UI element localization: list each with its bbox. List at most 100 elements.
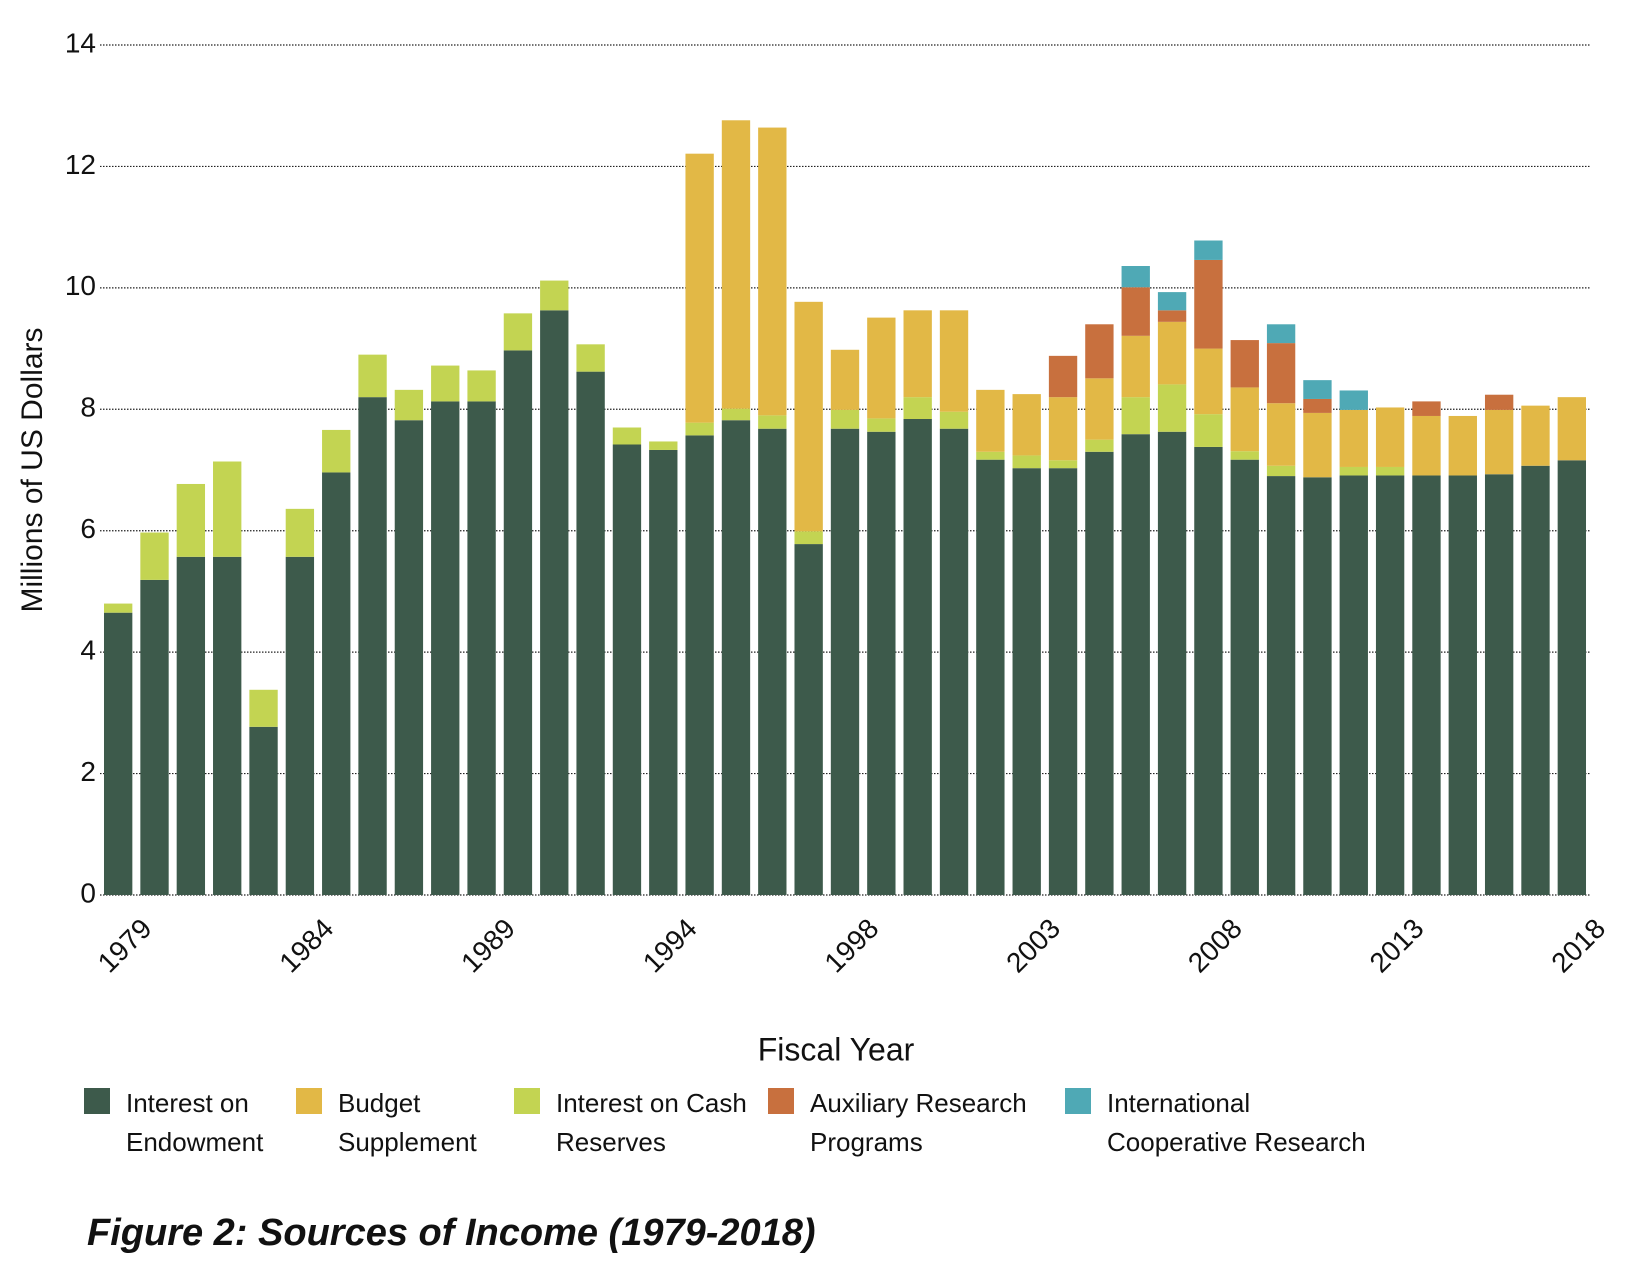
bar-segment (685, 153, 714, 423)
bar-segment (1012, 394, 1041, 456)
bar-segment (213, 556, 242, 895)
bar-segment (903, 397, 932, 419)
bar-segment (1157, 321, 1187, 385)
x-tick-label: 2018 (1545, 913, 1611, 979)
bar-segment (503, 313, 533, 351)
bar-segment (758, 127, 787, 416)
legend-label: Auxiliary Research Programs (810, 1088, 1027, 1157)
y-tick-label: 8 (80, 392, 96, 423)
bar-segment (649, 441, 678, 450)
bar-segment (1339, 466, 1368, 476)
bar-segment (1121, 335, 1150, 398)
bar-segment (394, 420, 424, 895)
legend-label: Interest on Cash Reserves (556, 1088, 747, 1157)
bar-segment (903, 310, 932, 398)
bar-segment (176, 556, 206, 895)
bar-segment (1048, 468, 1078, 895)
x-tick-label: 1989 (455, 913, 521, 979)
bar-segment (1521, 465, 1550, 895)
bar-segment (1121, 434, 1150, 895)
bar-segment (249, 689, 278, 727)
bar-segment (540, 280, 569, 311)
bar-segment (1048, 460, 1078, 469)
bar-segment (1012, 468, 1041, 895)
bar-segment (976, 459, 1005, 895)
bar-segment (976, 389, 1005, 452)
bar-segment (249, 726, 278, 895)
bar-segment (1412, 415, 1441, 476)
x-tick-label: 1979 (92, 913, 158, 979)
y-tick-label: 10 (65, 270, 96, 301)
bar-segment (830, 349, 860, 410)
bar-segment (758, 428, 787, 895)
bar-segment (1412, 475, 1441, 895)
bar-segment (721, 120, 751, 409)
bar-segment (1230, 387, 1259, 452)
legend-swatch (84, 1088, 110, 1114)
bar-segment (540, 310, 569, 896)
bar-segment (1484, 394, 1514, 410)
bar-segment (467, 370, 496, 402)
x-tick-label: 2013 (1364, 913, 1430, 979)
bar-segment (721, 420, 751, 895)
bar-segment (576, 344, 605, 372)
bar-segment (576, 371, 605, 896)
x-tick-label: 1994 (637, 913, 703, 979)
x-tick-label: 2003 (1000, 913, 1066, 979)
bar-segment (939, 428, 969, 895)
bar-segment (649, 449, 678, 895)
bar-segment (612, 444, 642, 895)
bar-segment (939, 411, 969, 429)
bar-segment (685, 422, 714, 436)
bar-segment (322, 429, 351, 473)
bar-segment (1266, 324, 1296, 344)
bar-segment (1230, 451, 1259, 460)
bar-segment (1048, 397, 1078, 461)
legend-swatch (768, 1088, 794, 1114)
x-tick-label: 1998 (818, 913, 884, 979)
bar-segment (794, 531, 823, 545)
bar-segment (358, 354, 387, 398)
bar-segment (1375, 475, 1405, 895)
x-tick-label: 1984 (273, 913, 339, 979)
bar-segment (867, 431, 896, 895)
bar-segment (285, 556, 315, 895)
bar-segment (176, 483, 206, 557)
bar-segment (1448, 475, 1477, 895)
bar-segment (1157, 431, 1187, 895)
bar-segment (213, 461, 242, 557)
y-tick-label: 6 (80, 513, 96, 544)
bar-segment (394, 389, 424, 421)
bar-segment (1194, 414, 1223, 447)
legend-item: Interest on Endowment (84, 1084, 276, 1162)
y-tick-label: 12 (65, 149, 96, 180)
bar-segment (1085, 451, 1114, 895)
bar-segment (1557, 460, 1587, 895)
legend-item: International Cooperative Research (1065, 1084, 1397, 1162)
bar-segment (431, 365, 460, 402)
y-tick-label: 4 (80, 635, 96, 666)
bar-segment (1266, 403, 1296, 466)
bar-segment (1521, 405, 1550, 466)
bar-segment (1448, 415, 1477, 476)
bar-segment (1194, 259, 1223, 349)
bar-segment (830, 409, 860, 429)
bar-segment (503, 350, 533, 896)
bar-segment (1194, 348, 1223, 415)
bar-segment (685, 435, 714, 895)
legend-item: Auxiliary Research Programs (768, 1084, 1040, 1162)
bar-segment (1412, 401, 1441, 416)
bar-segment (1121, 287, 1150, 336)
bar-segment (867, 418, 896, 432)
y-tick-label: 14 (65, 27, 96, 58)
bar-segment (467, 401, 496, 895)
bar-segment (1230, 459, 1259, 895)
bar-segment (1484, 409, 1514, 475)
y-tick-label: 2 (80, 756, 96, 787)
bar-segment (1557, 397, 1587, 461)
bar-segment (612, 427, 642, 445)
y-axis-title: Millions of US Dollars (16, 327, 49, 612)
bar-segment (1121, 397, 1150, 435)
bar-segment (1375, 407, 1405, 467)
